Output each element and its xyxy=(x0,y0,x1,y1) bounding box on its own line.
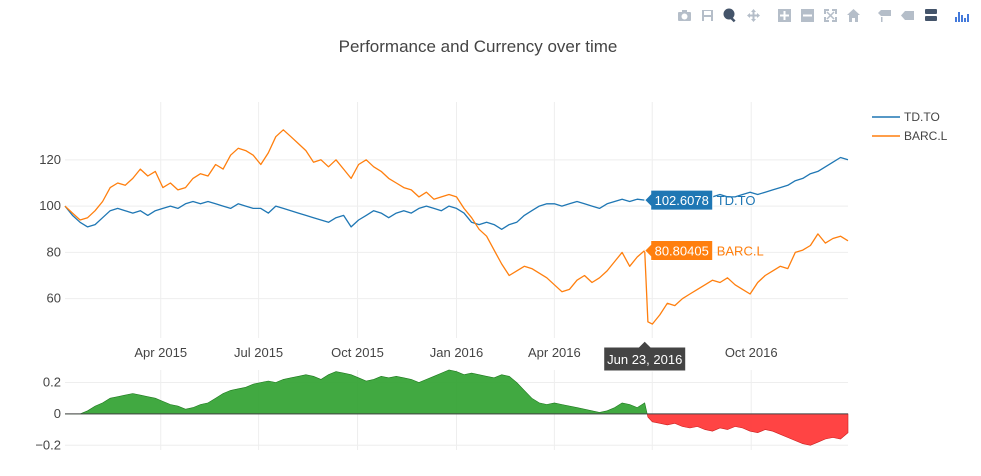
x-tick-label: Oct 2015 xyxy=(331,345,384,360)
zoom-button[interactable] xyxy=(721,6,740,25)
legend-item-td-to[interactable]: TD.TO xyxy=(872,110,940,124)
camera-button[interactable] xyxy=(675,6,694,25)
legend-label: BARC.L xyxy=(904,129,948,143)
save-icon xyxy=(702,10,713,21)
y-tick-label: 0 xyxy=(54,406,61,421)
home-button[interactable] xyxy=(844,6,863,25)
hover-labels: 102.6078 TD.TO 80.80405 BARC.L Jun 23, 2016 xyxy=(603,189,764,372)
x-tick-label: Apr 2015 xyxy=(134,345,187,360)
y-tick-label: 100 xyxy=(39,198,61,213)
autoscale-icon xyxy=(824,9,837,22)
pan-button[interactable] xyxy=(744,6,763,25)
home-icon xyxy=(847,9,860,22)
zoom-in-button[interactable] xyxy=(775,6,794,25)
hover-value: 102.6078 xyxy=(655,193,709,208)
x-tick-label: Apr 2016 xyxy=(528,345,581,360)
hover-x-box xyxy=(603,340,687,372)
currency-area xyxy=(65,369,849,446)
hover-series-name: TD.TO xyxy=(717,193,756,208)
sub-y-axis: −0.2 0 0.2 xyxy=(35,375,61,453)
y-tick-label: 80 xyxy=(47,244,61,259)
hover-box xyxy=(644,189,714,211)
zoom-icon xyxy=(723,8,736,23)
series-line-barc-l[interactable] xyxy=(64,129,849,325)
legend-label: TD.TO xyxy=(904,110,940,124)
modebar xyxy=(675,6,971,25)
series-line-td-to[interactable] xyxy=(64,156,849,230)
hover-closest-button[interactable] xyxy=(898,6,917,25)
y-tick-label: 60 xyxy=(47,291,61,306)
legend-item-barc-l[interactable]: BARC.L xyxy=(872,129,948,143)
spike-lines-icon xyxy=(878,10,891,22)
x-tick-label: Jul 2015 xyxy=(234,345,283,360)
positive-area xyxy=(65,369,648,415)
zoom-in-icon xyxy=(778,9,791,22)
negative-area xyxy=(646,413,849,446)
x-tick-label: Jan 2016 xyxy=(430,345,484,360)
hover-label-barc-l: 80.80405 BARC.L xyxy=(644,240,764,262)
hover-value: 80.80405 xyxy=(655,244,709,259)
main-gridlines xyxy=(65,102,848,338)
chart-title: Performance and Currency over time xyxy=(339,37,618,56)
hover-closest-icon xyxy=(901,11,914,20)
y-tick-label: 120 xyxy=(39,152,61,167)
hover-x-text: Jun 23, 2016 xyxy=(607,352,682,367)
zoom-out-icon xyxy=(801,9,814,22)
main-y-axis: 60 80 100 120 xyxy=(39,152,61,306)
plotly-logo-button[interactable] xyxy=(952,6,971,25)
save-button[interactable] xyxy=(698,6,717,25)
spike-lines-button[interactable] xyxy=(875,6,894,25)
legend[interactable]: TD.TO BARC.L xyxy=(872,110,948,143)
hover-compare-button[interactable] xyxy=(921,6,940,25)
pan-icon xyxy=(747,9,760,22)
y-tick-label: −0.2 xyxy=(35,437,61,452)
hover-box xyxy=(644,240,714,262)
y-tick-label: 0.2 xyxy=(43,375,61,390)
hover-series-name: BARC.L xyxy=(717,244,764,259)
camera-icon xyxy=(678,10,691,21)
hover-compare-icon xyxy=(925,9,937,21)
hover-x-label: Jun 23, 2016 xyxy=(603,340,687,372)
autoscale-button[interactable] xyxy=(821,6,840,25)
series-lines[interactable] xyxy=(64,129,849,325)
zoom-out-button[interactable] xyxy=(798,6,817,25)
x-tick-label: Oct 2016 xyxy=(725,345,778,360)
plotly-logo-icon xyxy=(955,12,969,22)
hover-label-td-to: 102.6078 TD.TO xyxy=(644,189,756,211)
